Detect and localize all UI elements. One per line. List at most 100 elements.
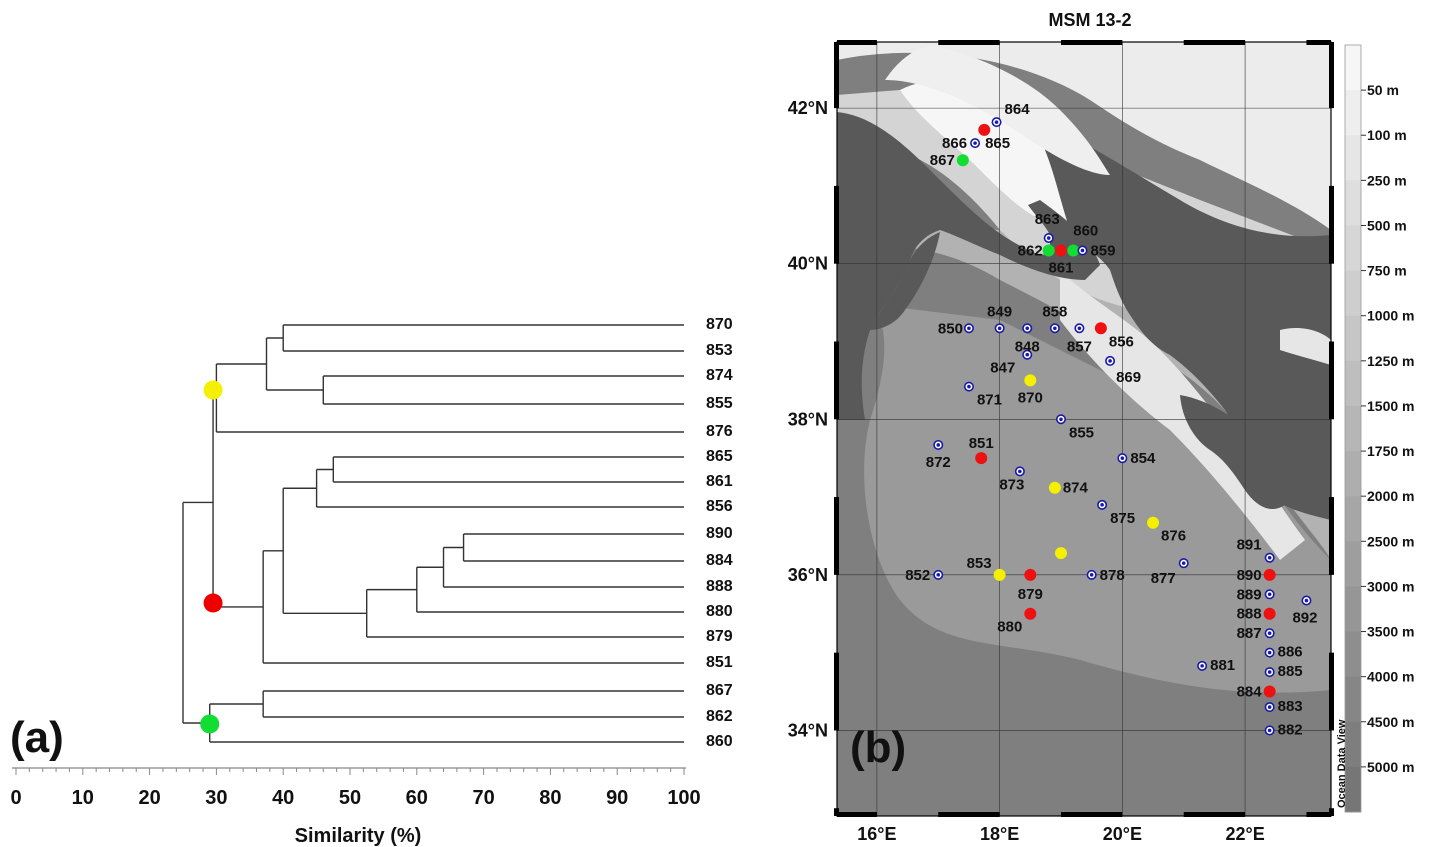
station-label: 871 bbox=[977, 392, 1002, 409]
depth-label: 5000 m bbox=[1367, 759, 1414, 775]
leaf-label: 870 bbox=[706, 316, 733, 333]
border-block bbox=[834, 652, 839, 731]
station-label: 875 bbox=[1110, 510, 1135, 527]
latitude-label: 38°N bbox=[788, 409, 828, 429]
latitude-label: 40°N bbox=[788, 254, 828, 274]
station-label: 886 bbox=[1278, 644, 1303, 661]
axis-tick-label: 30 bbox=[205, 787, 227, 809]
leaf-label: 862 bbox=[706, 708, 733, 725]
leaf-label: 874 bbox=[706, 367, 733, 384]
station-label: 867 bbox=[930, 152, 955, 169]
colorbar-step bbox=[1345, 631, 1361, 678]
border-block bbox=[837, 40, 877, 45]
axis-tick-label: 80 bbox=[539, 787, 561, 809]
cluster-node bbox=[203, 380, 223, 400]
colorbar-step bbox=[1345, 45, 1361, 91]
station-label: 849 bbox=[987, 303, 1012, 320]
leaf-label: 861 bbox=[706, 473, 733, 490]
station-marker-core bbox=[1267, 650, 1272, 655]
station-marker-core bbox=[936, 443, 941, 447]
cluster-station-marker bbox=[1024, 568, 1037, 581]
leaf-label: 851 bbox=[706, 654, 733, 671]
station-label: 882 bbox=[1278, 721, 1303, 738]
station-marker-core bbox=[1267, 555, 1272, 560]
station-label: 854 bbox=[1130, 450, 1156, 467]
cluster-node bbox=[200, 714, 220, 734]
colorbar-step bbox=[1345, 721, 1361, 768]
colorbar-step bbox=[1345, 766, 1361, 813]
colorbar-step bbox=[1345, 180, 1361, 226]
border-block bbox=[938, 812, 1000, 817]
depth-label: 4000 m bbox=[1367, 669, 1414, 685]
cluster-station-marker bbox=[1042, 244, 1055, 257]
station-label: 853 bbox=[967, 555, 992, 572]
station-label: 877 bbox=[1151, 570, 1176, 587]
map-title: MSM 13-2 bbox=[1048, 10, 1131, 30]
station-label: 889 bbox=[1237, 586, 1262, 603]
station-label: 852 bbox=[905, 567, 930, 584]
depth-label: 1250 m bbox=[1367, 353, 1414, 369]
colorbar-step bbox=[1345, 90, 1361, 136]
border-block bbox=[1060, 40, 1123, 45]
border-block bbox=[837, 812, 877, 817]
station-marker-core bbox=[1267, 592, 1272, 597]
border-block bbox=[1183, 40, 1246, 45]
leaf-label: 853 bbox=[706, 342, 733, 359]
station-marker-core bbox=[1267, 670, 1272, 674]
station-marker-core bbox=[1025, 326, 1030, 331]
depth-label: 2000 m bbox=[1367, 488, 1414, 504]
station-label: 847 bbox=[990, 359, 1015, 376]
station-label: 892 bbox=[1292, 610, 1317, 627]
station-marker-core bbox=[1053, 326, 1057, 331]
cluster-station-marker bbox=[1024, 607, 1037, 620]
station-marker-core bbox=[1108, 359, 1112, 363]
station-marker-core bbox=[936, 573, 941, 577]
station-marker-core bbox=[1059, 417, 1063, 422]
similarity-axis-title: Similarity (%) bbox=[295, 825, 422, 847]
station-label: 851 bbox=[969, 435, 994, 452]
adriatic-shallows bbox=[837, 42, 1331, 230]
map-axis-labels: 16°E 18°E 20°E 22°E 42°N 40°N 38°N 36°N 34°N bbox=[788, 98, 1265, 844]
station-label: 880 bbox=[997, 619, 1022, 636]
station-label: 861 bbox=[1048, 259, 1073, 276]
station-labels: 864 866 865 867 863 860 862 861 859 850 849 858 857 8… bbox=[905, 101, 1317, 738]
station-label: 884 bbox=[1237, 684, 1263, 701]
station-label: 857 bbox=[1067, 338, 1092, 355]
station-marker-core bbox=[994, 120, 999, 124]
cluster-nodes bbox=[200, 380, 223, 734]
depth-label: 4500 m bbox=[1367, 714, 1414, 730]
border-block bbox=[834, 341, 839, 420]
colorbar-step bbox=[1345, 405, 1361, 452]
station-marker-core bbox=[997, 326, 1002, 331]
station-marker-core bbox=[1077, 326, 1082, 331]
colorbar-step bbox=[1345, 225, 1361, 272]
station-marker-core bbox=[1046, 236, 1051, 240]
cluster-station-marker bbox=[1054, 244, 1067, 257]
odv-watermark: Ocean Data View bbox=[1336, 719, 1348, 808]
cluster-station-marker bbox=[1147, 516, 1160, 529]
station-label: 873 bbox=[999, 476, 1024, 493]
axis-tick-label: 10 bbox=[72, 787, 94, 809]
cluster-station-marker bbox=[1263, 568, 1276, 581]
latitude-label: 42°N bbox=[788, 98, 828, 118]
station-label: 874 bbox=[1063, 480, 1089, 497]
station-marker-core bbox=[1304, 598, 1309, 603]
station-marker-core bbox=[1200, 664, 1204, 668]
station-label: 855 bbox=[1069, 424, 1094, 441]
station-label: 862 bbox=[1018, 242, 1043, 259]
station-marker-core bbox=[973, 141, 977, 145]
station-marker-core bbox=[1100, 503, 1104, 507]
station-label: 863 bbox=[1035, 211, 1060, 228]
station-label: 870 bbox=[1018, 389, 1043, 406]
border-block bbox=[1306, 812, 1331, 817]
leaf-label: 890 bbox=[706, 525, 733, 542]
station-label: 888 bbox=[1237, 606, 1262, 623]
cluster-station-marker bbox=[1024, 374, 1037, 387]
colorbar-step bbox=[1345, 360, 1361, 407]
station-label: 890 bbox=[1237, 567, 1262, 584]
dendrogram-branches bbox=[182, 324, 684, 743]
station-label: 850 bbox=[938, 320, 963, 337]
station-label: 876 bbox=[1161, 528, 1186, 545]
